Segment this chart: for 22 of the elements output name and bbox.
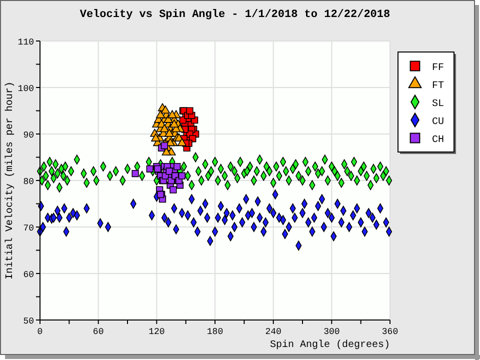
legend-label: FT [432, 81, 444, 92]
x-tick-label: 120 [148, 327, 165, 337]
x-tick-label: 60 [92, 327, 104, 337]
legend-label: SL [432, 99, 444, 110]
legend-label: FF [432, 63, 444, 74]
chart-title: Velocity vs Spin Angle - 1/1/2018 to 12/22/2018 [80, 9, 391, 21]
x-axis-title: Spin Angle (degrees) [270, 339, 390, 351]
x-tick-label: 360 [382, 327, 398, 337]
legend-label: CU [432, 117, 444, 128]
y-tick-label: 50 [23, 316, 34, 326]
y-tick-label: 110 [18, 38, 34, 48]
y-tick-label: 70 [23, 224, 34, 234]
x-tick-label: 180 [206, 327, 224, 337]
legend-label: CH [432, 135, 444, 146]
y-axis-title: Initial Velocity (miles per hour) [4, 81, 16, 280]
y-tick-label: 60 [23, 270, 34, 280]
y-tick-label: 80 [23, 177, 34, 187]
y-tick-label: 90 [23, 130, 34, 140]
x-tick-label: 0 [37, 327, 43, 337]
y-tick-label: 100 [18, 84, 34, 94]
x-tick-label: 300 [324, 327, 340, 337]
x-tick-label: 240 [265, 327, 282, 337]
